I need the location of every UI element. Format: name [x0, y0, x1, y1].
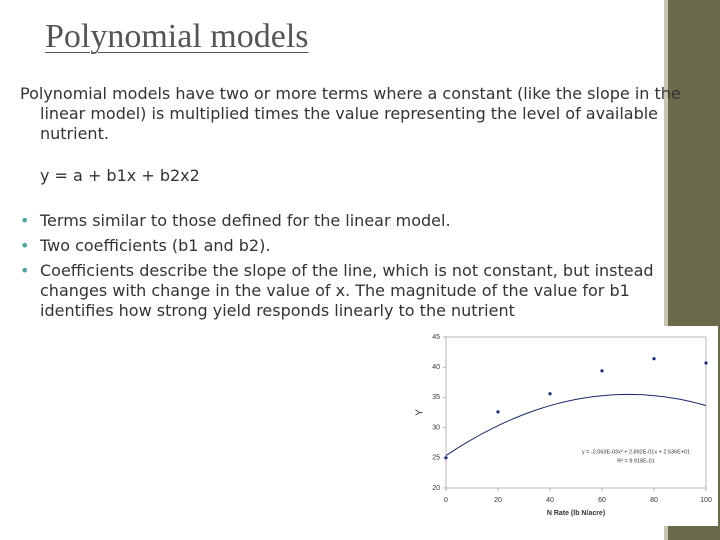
data-point — [600, 369, 604, 373]
y-tick-label: 25 — [432, 455, 440, 462]
x-tick-label: 20 — [494, 497, 502, 504]
bullet: • Coefficients describe the slope of the … — [20, 261, 690, 321]
y-axis-label: Y — [415, 409, 426, 416]
data-point — [548, 392, 552, 396]
y-tick-label: 45 — [432, 334, 440, 341]
slide-title: Polynomial models — [45, 18, 309, 55]
chart: 20 25 30 35 40 45 0 20 40 60 80 100 N Rate (lb N/acr… — [415, 334, 712, 517]
side-stripe-edge — [664, 0, 668, 540]
x-tick-label: 0 — [444, 497, 448, 504]
x-tick-label: 60 — [598, 497, 606, 504]
data-point — [496, 410, 500, 414]
equation-text: y = a + b1x + b2x2 — [40, 166, 200, 185]
chart-box: 20 25 30 35 40 45 0 20 40 60 80 100 N Rate (lb N/acr… — [398, 326, 718, 526]
bullet-dot: • — [20, 236, 30, 255]
y-tick-label: 35 — [432, 394, 440, 401]
bullet-text: Two coefficients (b1 and b2). — [40, 236, 271, 255]
trendline — [445, 393, 707, 457]
x-axis-label: N Rate (lb N/acre) — [547, 510, 605, 517]
bullet-dot: • — [20, 261, 30, 280]
y-tick-label: 20 — [432, 485, 440, 492]
trendline-r2: R² = 9.918E-01 — [617, 458, 654, 464]
data-point — [652, 357, 656, 361]
bullet: • Two coefficients (b1 and b2). — [20, 236, 690, 256]
trendline-equation: y = -2.063E-03x² + 2.892E-01x + 2.536E+0… — [582, 449, 690, 455]
x-tick-label: 80 — [650, 497, 658, 504]
y-tick-label: 30 — [432, 424, 440, 431]
x-tick-label: 100 — [700, 497, 712, 504]
y-tick-label: 40 — [432, 364, 440, 371]
data-point — [444, 456, 448, 460]
plot-frame — [445, 336, 707, 489]
x-tick-label: 40 — [546, 497, 554, 504]
bullet: • Terms similar to those defined for the … — [20, 211, 690, 231]
bullet-text: Coefficients describe the slope of the l… — [40, 261, 654, 320]
bullet-dot: • — [20, 211, 30, 230]
bullet-text: Terms similar to those defined for the l… — [40, 211, 451, 230]
intro-text: Polynomial models have two or more terms… — [20, 84, 681, 143]
data-point — [704, 361, 708, 365]
